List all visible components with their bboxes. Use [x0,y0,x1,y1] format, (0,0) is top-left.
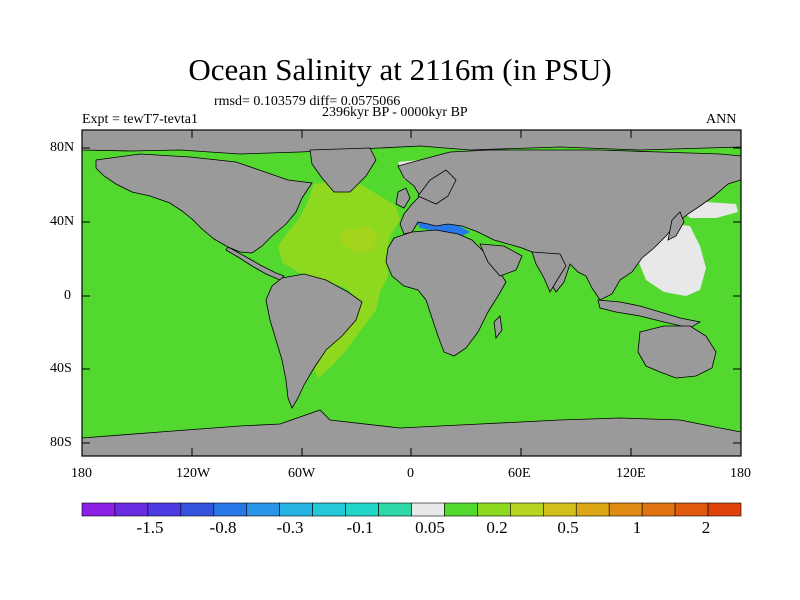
colorbar-label: 1 [632,518,642,537]
colorbar-label: 0.2 [486,518,508,537]
colorbar-swatch [510,502,544,517]
colorbar-swatch [147,502,182,517]
lon-tick-label: 0 [407,466,414,481]
colorbar [81,502,742,517]
season-label: ANN [706,112,737,127]
colorbar-label: 0.5 [557,518,579,537]
colorbar-label: 0.05 [415,518,445,537]
colorbar-label: -0.3 [276,518,304,537]
map-plot-area [82,130,741,456]
colorbar-swatch [707,502,742,517]
lon-tick-label: 180 [71,466,92,481]
colorbar-label: -0.1 [346,518,374,537]
lat-tick-label: 40N [50,214,75,229]
colorbar-swatch [378,502,412,517]
colorbar-swatch [312,502,346,517]
colorbar-swatch [213,502,248,517]
lon-tick-label: 60W [288,466,316,481]
lon-tick-label: 180 [730,466,751,481]
lon-tick-label: 60E [508,466,531,481]
map-title: Ocean Salinity at 2116m (in PSU) [188,52,612,87]
colorbar-label: -1.5 [136,518,164,537]
lon-tick-label: 120W [176,466,211,481]
colorbar-swatch [674,502,709,517]
axis-ticks [82,130,741,456]
colorbar-label: -0.8 [209,518,237,537]
colorbar-swatch [608,502,643,517]
lat-tick-label: 0 [64,288,71,303]
colorbar-swatch [641,502,676,517]
lat-tick-label: 80S [50,435,72,450]
lat-tick-label: 80N [50,140,75,155]
colorbar-swatch [180,502,215,517]
period-label: 2396kyr BP - 0000kyr BP [322,105,468,120]
colorbar-label: 2 [701,518,711,537]
colorbar-swatch [411,502,445,517]
lon-tick-label: 120E [616,466,646,481]
colorbar-swatch [542,502,577,517]
experiment-label: Expt = tewT7-tevta1 [82,112,198,127]
colorbar-swatch [279,502,313,517]
colorbar-swatch [114,502,149,517]
lat-tick-label: 40S [50,361,72,376]
colorbar-swatch [246,502,281,517]
stats-text: rmsd= 0.103579 diff= 0.0575066 [214,94,401,109]
colorbar-swatch [345,502,379,517]
colorbar-swatch [575,502,610,517]
colorbar-swatch [81,502,116,517]
colorbar-swatch [444,502,478,517]
colorbar-swatch [477,502,511,517]
atlantic-anomaly-inner [340,226,378,252]
